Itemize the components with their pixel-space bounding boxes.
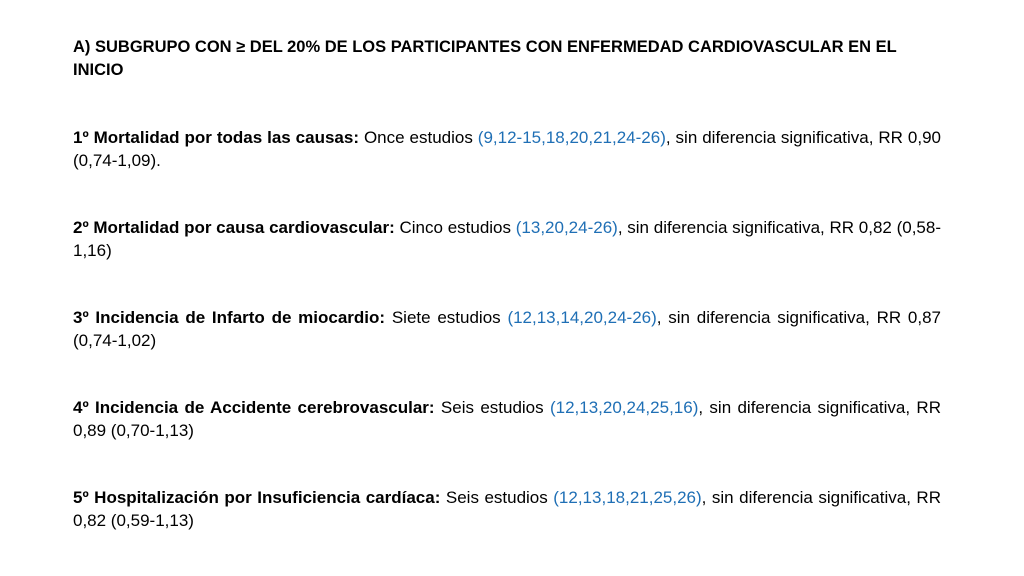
outcome-references: (12,13,20,24,25,16) bbox=[549, 398, 699, 417]
outcome-studies: Seis estudios bbox=[434, 398, 550, 417]
subgroup-heading: A) SUBGRUPO CON ≥ DEL 20% DE LOS PARTICI… bbox=[73, 38, 897, 79]
outcome-title: 3º Incidencia de Infarto de miocardio: bbox=[73, 308, 386, 327]
outcome-item-3: 3º Incidencia de Infarto de miocardio: S… bbox=[73, 306, 941, 352]
outcome-title: 1º Mortalidad por todas las causas: bbox=[73, 128, 359, 147]
outcome-result: , sin diferencia significativa, RR 0,82 … bbox=[73, 488, 941, 530]
outcome-result: , sin diferencia significativa, RR 0,82 … bbox=[73, 218, 941, 260]
outcome-title: 4º Incidencia de Accidente cerebrovascul… bbox=[73, 398, 435, 417]
outcome-studies: Cinco estudios bbox=[394, 218, 516, 237]
outcome-item-1: 1º Mortalidad por todas las causas: Once… bbox=[73, 126, 941, 172]
outcome-references: (9,12-15,18,20,21,24-26) bbox=[477, 128, 666, 147]
outcome-title: 5º Hospitalización por Insuficiencia car… bbox=[73, 488, 441, 507]
outcome-title: 2º Mortalidad por causa cardiovascular: bbox=[73, 218, 395, 237]
outcome-item-2: 2º Mortalidad por causa cardiovascular: … bbox=[73, 216, 941, 262]
outcome-references: (12,13,14,20,24-26) bbox=[507, 308, 657, 327]
outcome-studies: Once estudios bbox=[359, 128, 478, 147]
outcome-result: , sin diferencia significativa, RR 0,87 … bbox=[73, 308, 941, 350]
outcome-item-4: 4º Incidencia de Accidente cerebrovascul… bbox=[73, 396, 941, 442]
outcome-references: (13,20,24-26) bbox=[515, 218, 618, 237]
outcome-result: , sin diferencia significativa, RR 0,90 … bbox=[73, 128, 941, 170]
outcome-item-5: 5º Hospitalización por Insuficiencia car… bbox=[73, 486, 941, 532]
slide-content: A) SUBGRUPO CON ≥ DEL 20% DE LOS PARTICI… bbox=[73, 36, 941, 530]
outcome-studies: Siete estudios bbox=[385, 308, 508, 327]
outcome-studies: Seis estudios bbox=[440, 488, 554, 507]
outcome-result: , sin diferencia significativa, RR 0,89 … bbox=[73, 398, 941, 440]
outcome-references: (12,13,18,21,25,26) bbox=[553, 488, 702, 507]
